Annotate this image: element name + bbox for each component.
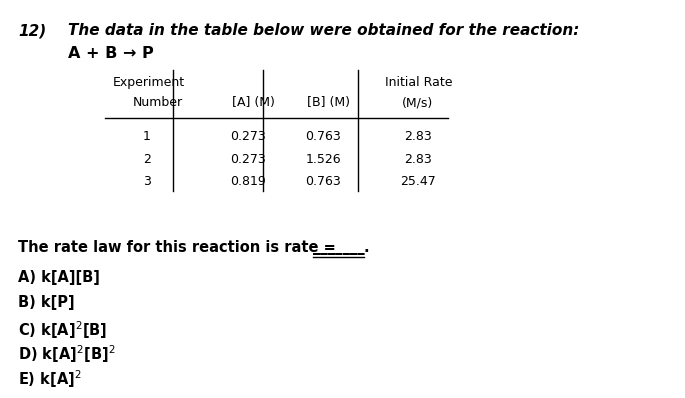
Text: 2.83: 2.83 xyxy=(404,152,432,166)
Text: B) k[P]: B) k[P] xyxy=(18,295,75,310)
Text: 3: 3 xyxy=(143,175,151,188)
Text: _______: _______ xyxy=(313,240,365,255)
Text: [A] (M): [A] (M) xyxy=(232,96,275,109)
Text: Experiment: Experiment xyxy=(113,76,185,89)
Text: The data in the table below were obtained for the reaction:: The data in the table below were obtaine… xyxy=(68,23,580,38)
Text: 2.83: 2.83 xyxy=(404,130,432,143)
Text: 1: 1 xyxy=(143,130,151,143)
Text: (M/s): (M/s) xyxy=(402,96,433,109)
Text: [B] (M): [B] (M) xyxy=(307,96,350,109)
Text: Initial Rate: Initial Rate xyxy=(385,76,453,89)
Text: 0.763: 0.763 xyxy=(305,130,341,143)
Text: 2: 2 xyxy=(143,152,151,166)
Text: 0.763: 0.763 xyxy=(305,175,341,188)
Text: A + B → P: A + B → P xyxy=(68,46,153,61)
Text: E) k[A]$^{2}$: E) k[A]$^{2}$ xyxy=(18,368,82,390)
Text: 0.273: 0.273 xyxy=(230,130,266,143)
Text: C) k[A]$^{2}$[B]: C) k[A]$^{2}$[B] xyxy=(18,319,108,341)
Text: 1.526: 1.526 xyxy=(306,152,341,166)
Text: .: . xyxy=(364,240,369,255)
Text: 12): 12) xyxy=(18,23,47,38)
Text: 0.819: 0.819 xyxy=(230,175,266,188)
Text: 25.47: 25.47 xyxy=(400,175,436,188)
Text: The rate law for this reaction is rate =: The rate law for this reaction is rate = xyxy=(18,240,341,255)
Text: 0.273: 0.273 xyxy=(230,152,266,166)
Text: D) k[A]$^{2}$[B]$^{2}$: D) k[A]$^{2}$[B]$^{2}$ xyxy=(18,343,116,365)
Text: A) k[A][B]: A) k[A][B] xyxy=(18,270,100,285)
Text: Number: Number xyxy=(133,96,183,109)
